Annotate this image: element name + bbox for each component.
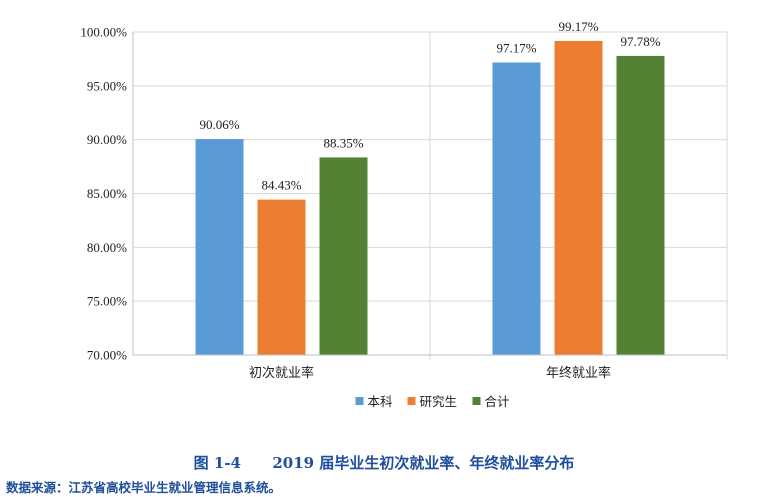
y-axis: 70.00% 75.00% 80.00% 85.00% 90.00% 95.00% 100.… <box>80 25 134 363</box>
legend: 本科 研究生 合计 <box>355 394 510 409</box>
bar-data-label: 97.17% <box>496 40 536 55</box>
bar-data-label: 97.78% <box>620 34 660 49</box>
bar <box>319 157 368 355</box>
bar <box>554 40 603 355</box>
bar-data-label: 88.35% <box>323 135 363 150</box>
bar <box>492 62 541 355</box>
y-tick-label: 70.00% <box>87 348 127 363</box>
legend-swatch <box>472 397 481 405</box>
bar <box>257 199 306 355</box>
x-category-label: 年终就业率 <box>546 365 611 381</box>
y-tick-label: 95.00% <box>87 78 127 93</box>
bar-data-label: 99.17% <box>558 19 598 34</box>
bar-chart: 70.00% 75.00% 80.00% 85.00% 90.00% 95.00% 100.… <box>80 19 728 409</box>
figure-title: 2019 届毕业生初次就业率、年终就业率分布 <box>272 454 575 472</box>
figure-number: 图 1-4 <box>193 454 241 472</box>
bar-data-label: 84.43% <box>261 178 301 193</box>
figure-caption: 图 1-4 2019 届毕业生初次就业率、年终就业率分布 <box>0 452 768 473</box>
bar-data-label: 90.06% <box>199 117 239 132</box>
x-axis: 初次就业率 年终就业率 <box>133 354 727 381</box>
y-tick-label: 100.00% <box>80 25 127 40</box>
legend-label: 合计 <box>485 394 510 409</box>
data-source-note: 数据来源：江苏省高校毕业生就业管理信息系统。 <box>6 480 282 495</box>
y-tick-label: 90.00% <box>87 132 127 147</box>
y-tick-label: 75.00% <box>87 294 127 309</box>
legend-swatch <box>407 397 416 405</box>
bar <box>616 55 665 355</box>
legend-swatch <box>355 397 364 405</box>
legend-label: 研究生 <box>420 394 458 409</box>
y-tick-label: 80.00% <box>87 240 127 255</box>
y-tick-label: 85.00% <box>87 186 127 201</box>
x-category-label: 初次就业率 <box>249 365 314 381</box>
bar-series: 90.06% 84.43% 88.35% 97.17% 99.17% 97.78% <box>195 19 665 355</box>
bar <box>195 139 244 355</box>
legend-label: 本科 <box>368 394 394 409</box>
